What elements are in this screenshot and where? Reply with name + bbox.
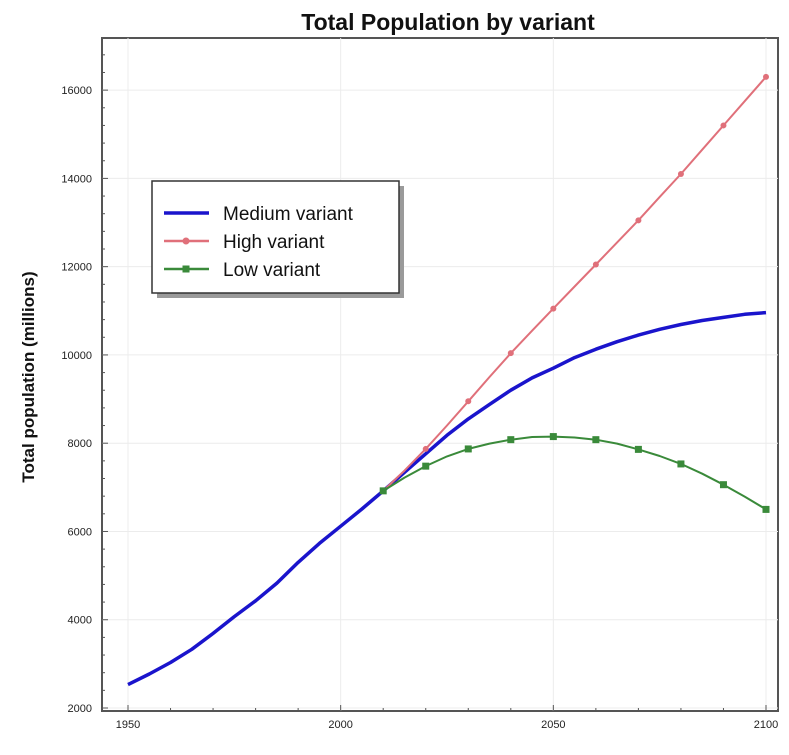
y-tick-label: 10000 bbox=[61, 350, 92, 362]
chart-title: Total Population by variant bbox=[301, 9, 595, 35]
y-tick-label: 8000 bbox=[68, 438, 92, 450]
series-lines bbox=[127, 73, 770, 687]
high-variant-point bbox=[720, 122, 727, 129]
y-tick-label: 16000 bbox=[61, 85, 92, 97]
high-variant-line bbox=[382, 76, 767, 492]
low-variant-point bbox=[379, 487, 387, 495]
high-variant-point bbox=[592, 261, 599, 268]
grid bbox=[102, 38, 778, 711]
axes: 2000 4000 6000 8000 10000 12000 14000 16000 1950… bbox=[61, 54, 778, 731]
high-variant-point bbox=[550, 305, 557, 312]
y-axis-label: Total population (millions) bbox=[19, 271, 38, 482]
legend-box bbox=[151, 180, 400, 294]
x-tick-label: 2050 bbox=[541, 719, 565, 731]
y-tick-label: 4000 bbox=[68, 615, 92, 627]
low-variant-point bbox=[507, 436, 515, 444]
x-tick-label: 2000 bbox=[328, 719, 352, 731]
y-tick-label: 14000 bbox=[61, 173, 92, 185]
low-variant-point bbox=[634, 445, 642, 453]
y-tick-label: 12000 bbox=[61, 262, 92, 274]
legend-swatch-marker bbox=[182, 237, 190, 245]
high-variant-point bbox=[763, 73, 769, 80]
low-variant-line bbox=[382, 435, 767, 511]
high-variant-point bbox=[677, 170, 684, 177]
low-variant-point bbox=[762, 505, 770, 513]
legend-label: Low variant bbox=[223, 260, 321, 281]
y-tick-label: 6000 bbox=[68, 526, 92, 538]
legend-label: High variant bbox=[223, 232, 325, 253]
low-variant-point bbox=[549, 433, 557, 441]
high-variant-point bbox=[422, 445, 429, 452]
high-variant-point bbox=[507, 350, 514, 357]
low-variant-point bbox=[464, 445, 472, 453]
low-variant-point bbox=[677, 460, 685, 468]
low-variant-point bbox=[422, 462, 430, 470]
legend: Medium variant High variant Low variant bbox=[151, 180, 404, 298]
plot-frame bbox=[101, 37, 779, 712]
x-tick-label: 2100 bbox=[754, 719, 778, 731]
high-variant-point bbox=[465, 398, 472, 405]
high-variant-point bbox=[635, 217, 642, 224]
medium-variant-line bbox=[127, 310, 767, 687]
y-tick-label: 2000 bbox=[68, 703, 92, 715]
legend-swatch-marker bbox=[182, 265, 190, 273]
legend-label: Medium variant bbox=[223, 204, 354, 225]
low-variant-point bbox=[592, 436, 600, 444]
x-tick-label: 1950 bbox=[116, 719, 140, 731]
low-variant-point bbox=[719, 481, 727, 489]
